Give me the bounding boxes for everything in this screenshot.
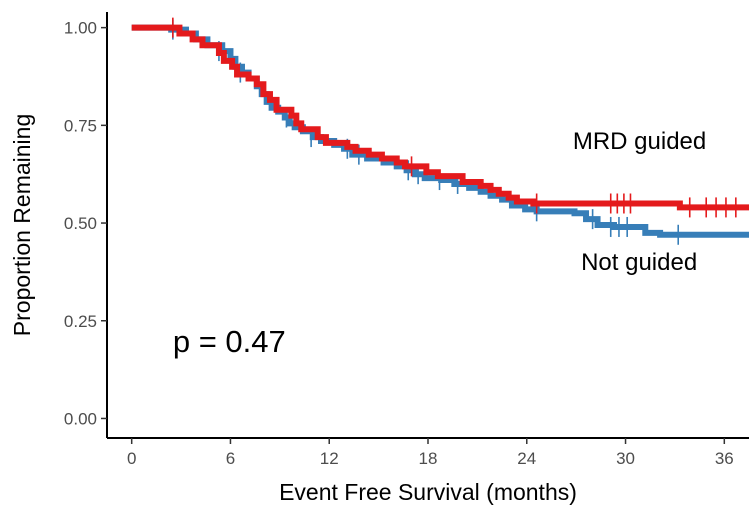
y-axis-ticks: 0.00 0.25 0.50 0.75 1.00	[64, 19, 107, 428]
x-tick-label: 30	[616, 449, 635, 468]
p-value-label: p = 0.47	[173, 324, 286, 359]
y-tick-label: 0.50	[64, 214, 97, 233]
series-line-mrd-guided	[131, 24, 749, 211]
y-tick-label: 1.00	[64, 19, 97, 38]
x-tick-label: 24	[517, 449, 536, 468]
plot-area	[131, 17, 749, 245]
x-axis-title: Event Free Survival (months)	[279, 479, 577, 505]
not-guided-label: Not guided	[581, 249, 697, 276]
x-tick-label: 0	[127, 449, 136, 468]
x-tick-label: 36	[715, 449, 734, 468]
x-tick-label: 12	[320, 449, 339, 468]
y-tick-label: 0.00	[64, 409, 97, 428]
x-tick-label: 18	[419, 449, 438, 468]
axes: 0 6 12 18 24 30 36 0.00 0.25 0.50 0.75 1.00	[64, 12, 749, 468]
x-tick-label: 6	[226, 449, 235, 468]
y-tick-label: 0.25	[64, 312, 97, 331]
y-axis-title: Proportion Remaining	[9, 114, 35, 336]
y-tick-label: 0.75	[64, 116, 97, 135]
mrd-guided-label: MRD guided	[573, 128, 706, 155]
x-axis-ticks: 0 6 12 18 24 30 36	[127, 438, 734, 468]
